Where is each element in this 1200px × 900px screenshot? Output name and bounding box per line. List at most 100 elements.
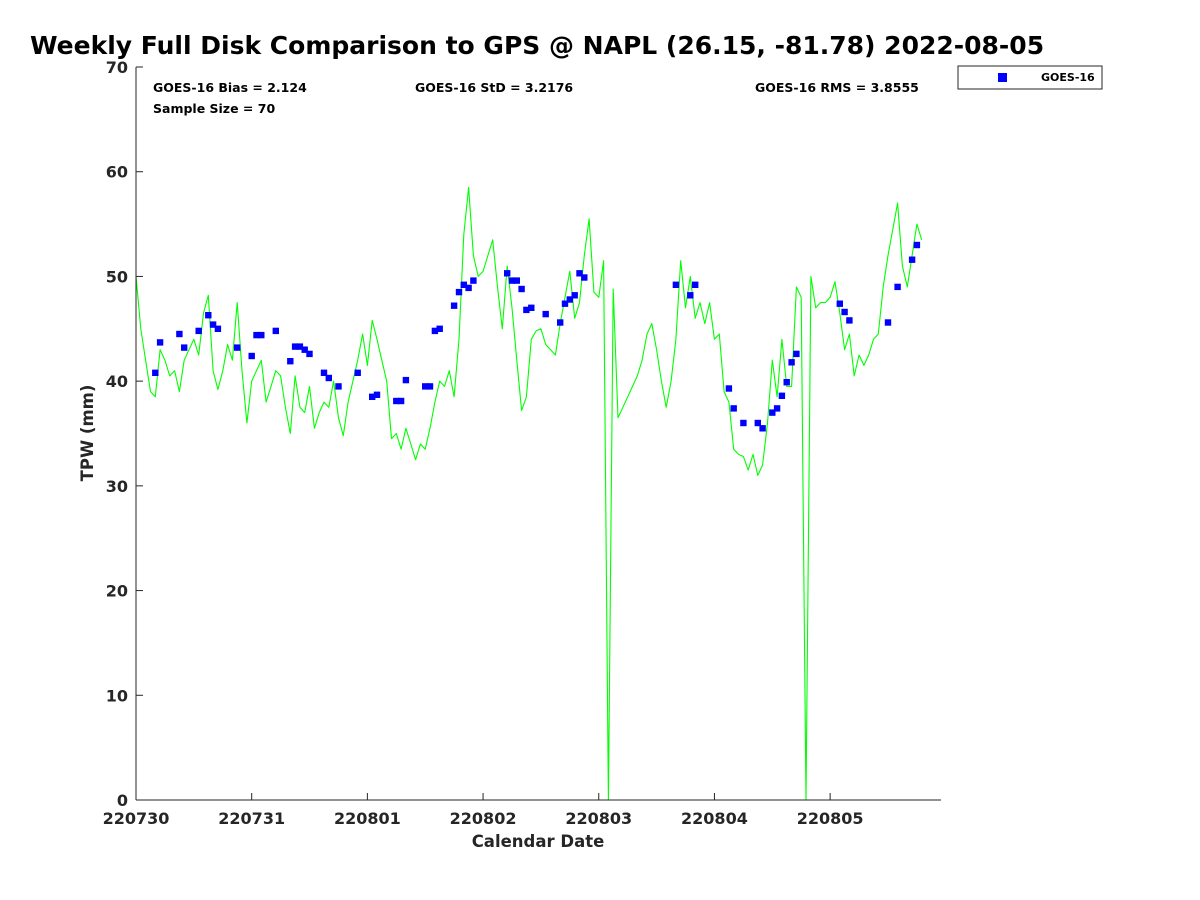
goes16-data-point — [672, 281, 680, 288]
x-tick-label: 220730 — [103, 809, 170, 828]
y-axis-label: TPW (mm) — [78, 385, 97, 482]
goes16-data-point — [214, 325, 222, 332]
goes16-data-point — [566, 296, 573, 303]
goes16-data-point — [325, 374, 332, 382]
goes16-data-point — [508, 277, 516, 284]
y-tick-label: 40 — [106, 372, 128, 391]
goes16-data-point — [234, 344, 241, 351]
goes16-data-point — [205, 312, 212, 319]
sample-size-stat: Sample Size = 70 — [153, 101, 275, 116]
goes16-data-point — [740, 419, 747, 427]
x-tick-label: 220802 — [450, 809, 517, 828]
y-tick-label: 20 — [106, 582, 128, 601]
goes16-data-point — [455, 288, 463, 296]
goes16-data-point — [754, 419, 761, 427]
goes16-data-point — [253, 331, 260, 339]
x-tick-label: 220804 — [681, 809, 748, 828]
goes16-data-point — [557, 319, 564, 326]
goes16-data-point — [528, 304, 535, 311]
goes16-data-point — [402, 376, 410, 384]
goes16-data-point — [571, 292, 578, 299]
goes16-data-point — [393, 397, 400, 405]
goes16-data-point — [195, 327, 202, 335]
goes16-data-point — [576, 270, 583, 277]
legend-label-goes16: GOES-16 — [1041, 71, 1095, 84]
goes16-data-point — [248, 352, 255, 360]
goes16-data-point — [397, 397, 405, 405]
goes16-data-point — [836, 300, 843, 307]
goes16-data-point — [373, 391, 381, 398]
goes16-data-point — [426, 383, 434, 390]
goes16-data-point — [272, 327, 279, 335]
goes16-data-point — [450, 302, 458, 309]
goes16-data-point — [769, 409, 776, 416]
goes16-data-point — [258, 331, 265, 339]
goes16-data-point — [561, 300, 569, 307]
goes16-data-point — [422, 383, 429, 390]
goes16-data-point — [793, 350, 800, 358]
x-axis-label: Calendar Date — [472, 832, 605, 851]
goes16-data-point — [306, 350, 313, 358]
goes16-data-point — [460, 281, 467, 288]
goes16-data-point — [152, 369, 159, 376]
goes16-data-point — [725, 385, 733, 392]
x-tick-label: 220805 — [797, 809, 864, 828]
goes16-data-point — [301, 346, 308, 353]
goes16-data-point — [788, 359, 795, 366]
goes16-data-point — [470, 277, 477, 284]
y-tick-label: 50 — [106, 267, 128, 286]
goes16-data-point — [692, 281, 699, 288]
y-tick-label: 60 — [106, 163, 128, 182]
chart-title: Weekly Full Disk Comparison to GPS @ NAP… — [30, 31, 1044, 60]
x-tick-label: 220731 — [218, 809, 285, 828]
goes16-data-point — [369, 393, 376, 400]
goes16-data-point — [431, 327, 439, 335]
y-tick-label: 30 — [106, 477, 128, 496]
goes16-data-point — [513, 277, 520, 284]
goes16-data-point — [291, 343, 299, 350]
y-tick-label: 0 — [117, 791, 128, 810]
y-tick-label: 10 — [106, 686, 128, 705]
goes16-data-point — [687, 292, 694, 299]
goes16-data-point — [759, 425, 766, 432]
goes16-data-point — [841, 308, 848, 316]
goes16-data-point — [209, 321, 217, 328]
rms-stat: GOES-16 RMS = 3.8555 — [755, 80, 919, 95]
goes16-data-point — [181, 344, 188, 351]
goes16-data-point — [465, 284, 472, 292]
x-tick-label: 220803 — [565, 809, 632, 828]
std-stat: GOES-16 StD = 3.2176 — [415, 80, 573, 95]
goes16-data-point — [913, 241, 921, 249]
legend: GOES-16 — [957, 65, 1103, 90]
goes16-data-point — [846, 317, 853, 324]
goes16-data-point — [518, 285, 525, 293]
goes16-data-point — [730, 405, 737, 412]
axes-layer: 220730 220731 220801 220802 220803 220804 2208… — [103, 58, 864, 828]
legend-box — [957, 65, 1103, 90]
goes16-data-point — [542, 310, 549, 318]
x-tick-label: 220801 — [334, 809, 401, 828]
goes16-data-point — [176, 330, 183, 338]
goes16-data-point — [504, 270, 511, 277]
goes16-data-point — [436, 325, 443, 332]
goes16-data-point — [523, 306, 530, 314]
bias-stat: GOES-16 Bias = 2.124 — [153, 80, 307, 95]
goes16-data-point — [783, 379, 790, 386]
goes16-data-point — [773, 405, 781, 412]
goes16-data-point — [320, 369, 328, 376]
gps-tpw-line — [135, 186, 923, 801]
goes16-data-point — [354, 369, 361, 376]
y-tick-label: 70 — [106, 58, 128, 77]
goes16-data-point — [335, 383, 342, 390]
goes16-data-point — [778, 392, 786, 399]
goes16-data-point — [581, 274, 588, 281]
plot-area: 220730 220731 220801 220802 220803 220804 2208… — [103, 58, 941, 828]
legend-marker-goes16 — [998, 73, 1007, 82]
goes16-data-point — [296, 343, 304, 350]
plot-background — [136, 67, 941, 800]
series-layer — [135, 186, 923, 801]
goes16-data-point — [908, 256, 916, 263]
goes16-data-point — [156, 339, 164, 346]
stats-annotations: GOES-16 Bias = 2.124 GOES-16 StD = 3.217… — [153, 80, 919, 116]
